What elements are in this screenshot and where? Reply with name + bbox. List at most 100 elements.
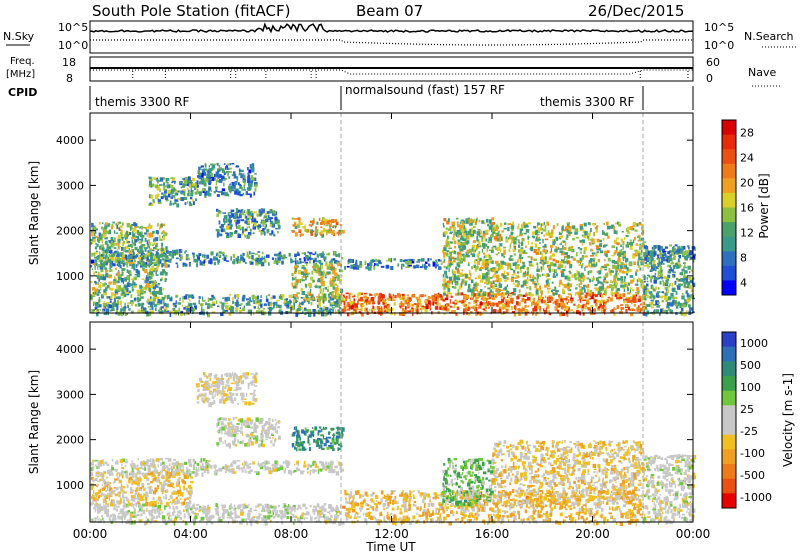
data-cell bbox=[684, 251, 689, 255]
data-cell bbox=[136, 239, 140, 241]
data-cell bbox=[95, 283, 97, 286]
data-cell bbox=[513, 240, 517, 245]
data-cell bbox=[453, 279, 456, 283]
data-cell bbox=[460, 292, 464, 296]
data-cell bbox=[239, 184, 241, 186]
data-cell bbox=[664, 287, 667, 290]
data-cell bbox=[217, 168, 220, 171]
data-cell bbox=[522, 307, 525, 311]
data-cell bbox=[625, 259, 628, 263]
data-cell bbox=[328, 219, 332, 223]
data-cell bbox=[128, 278, 130, 283]
data-cell bbox=[621, 231, 624, 233]
data-cell bbox=[561, 312, 566, 316]
data-cell bbox=[565, 225, 569, 229]
data-cell bbox=[110, 254, 114, 257]
data-cell bbox=[148, 240, 151, 244]
data-cell bbox=[616, 246, 618, 251]
data-cell bbox=[149, 202, 152, 205]
data-cell bbox=[657, 271, 660, 276]
data-cell bbox=[526, 286, 529, 289]
data-cell bbox=[481, 272, 486, 278]
data-cell bbox=[559, 279, 562, 284]
data-cell bbox=[224, 309, 229, 312]
data-cell bbox=[584, 294, 588, 299]
data-cell bbox=[318, 303, 321, 307]
data-cell bbox=[318, 272, 321, 276]
data-cell bbox=[112, 263, 116, 267]
data-cell bbox=[248, 225, 250, 229]
data-cell bbox=[249, 297, 251, 301]
data-cell bbox=[446, 285, 449, 289]
freq-tick-18: 18 bbox=[62, 56, 76, 69]
data-cell bbox=[250, 300, 253, 303]
data-cell bbox=[661, 291, 664, 294]
data-cell bbox=[336, 231, 340, 235]
data-cell bbox=[625, 309, 628, 314]
data-cell bbox=[492, 294, 495, 298]
data-cell bbox=[198, 296, 201, 299]
data-cell bbox=[636, 292, 640, 295]
data-cell bbox=[219, 168, 224, 171]
data-cell bbox=[111, 302, 116, 307]
data-cell bbox=[358, 298, 362, 302]
data-cell bbox=[149, 255, 154, 258]
data-cell bbox=[529, 293, 533, 297]
data-cell bbox=[554, 306, 559, 311]
data-cell bbox=[239, 185, 243, 190]
data-cell bbox=[534, 305, 538, 311]
data-cell bbox=[485, 238, 488, 242]
data-cell bbox=[590, 227, 592, 232]
data-cell bbox=[211, 176, 215, 181]
data-cell bbox=[535, 229, 538, 234]
data-cell bbox=[495, 247, 498, 251]
data-cell bbox=[485, 297, 489, 300]
data-cell bbox=[451, 221, 456, 226]
data-cell bbox=[564, 307, 569, 311]
data-cell bbox=[97, 265, 99, 270]
data-cell bbox=[183, 307, 186, 310]
data-cell bbox=[404, 259, 408, 263]
data-cell bbox=[566, 310, 568, 315]
data-cell bbox=[370, 259, 372, 263]
data-cell bbox=[210, 189, 212, 192]
data-cell bbox=[558, 263, 561, 268]
data-cell bbox=[643, 309, 646, 312]
data-cell bbox=[335, 292, 340, 297]
data-cell bbox=[91, 309, 95, 313]
data-cell bbox=[393, 302, 396, 306]
data-cell bbox=[660, 260, 663, 264]
data-cell bbox=[447, 287, 451, 292]
data-cell bbox=[461, 269, 464, 272]
data-cell bbox=[328, 309, 332, 313]
data-cell bbox=[299, 260, 302, 264]
data-cell bbox=[558, 231, 561, 235]
data-cell bbox=[134, 283, 138, 286]
data-cell bbox=[542, 249, 546, 253]
data-cell bbox=[142, 267, 144, 271]
data-cell bbox=[307, 283, 311, 287]
data-cell bbox=[637, 261, 639, 266]
data-cell bbox=[545, 260, 549, 264]
data-cell bbox=[117, 312, 121, 316]
data-cell bbox=[449, 226, 453, 229]
data-cell bbox=[155, 274, 159, 276]
data-cell bbox=[475, 309, 478, 312]
data-cell bbox=[640, 283, 643, 288]
data-cell bbox=[272, 295, 276, 299]
data-cell bbox=[235, 221, 239, 225]
data-cell bbox=[276, 260, 279, 265]
data-cell bbox=[530, 256, 533, 261]
data-cell bbox=[560, 301, 564, 307]
data-cell bbox=[408, 264, 412, 267]
data-cell bbox=[310, 224, 313, 227]
data-cell bbox=[647, 289, 650, 291]
data-cell bbox=[95, 250, 98, 253]
data-cell bbox=[461, 274, 465, 277]
data-cell bbox=[93, 232, 96, 237]
data-cell bbox=[510, 225, 515, 229]
data-cell bbox=[192, 200, 195, 205]
data-cell bbox=[477, 260, 480, 265]
data-cell bbox=[249, 228, 252, 232]
data-cell bbox=[615, 237, 619, 240]
